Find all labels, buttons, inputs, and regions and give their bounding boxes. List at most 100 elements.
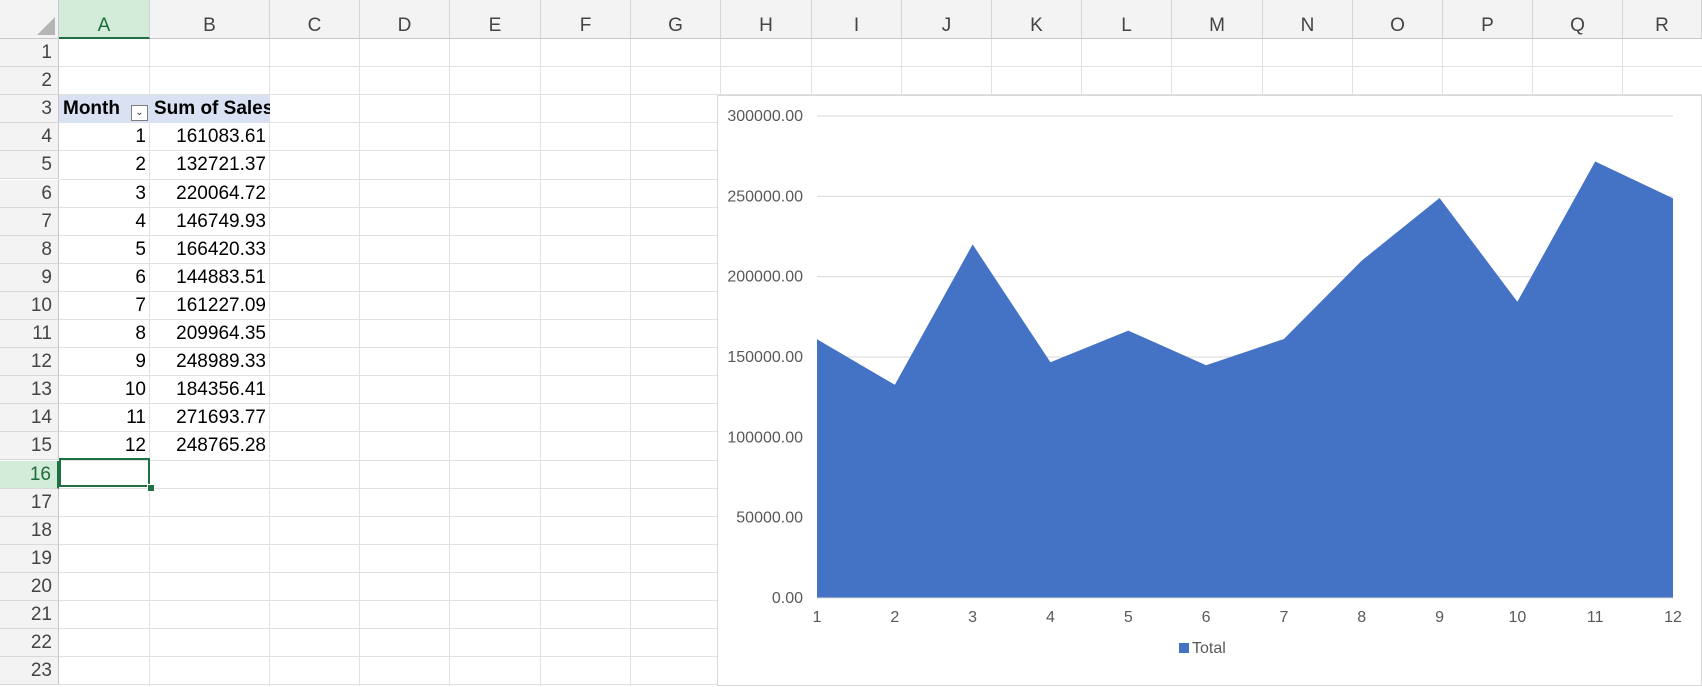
x-tick-label: 12 xyxy=(1664,609,1682,626)
row-header-3[interactable]: 3 xyxy=(0,95,59,123)
area-series-total xyxy=(817,161,1673,598)
x-tick-label: 10 xyxy=(1508,609,1526,626)
row-header-13[interactable]: 13 xyxy=(0,376,59,404)
x-tick-label: 11 xyxy=(1587,609,1604,626)
row-header-23[interactable]: 23 xyxy=(0,657,59,685)
x-tick-label: 7 xyxy=(1279,609,1288,626)
column-gridline xyxy=(540,39,541,686)
area-chart[interactable]: 0.00 50000.00 100000.00 150000.00 200000.00 2… xyxy=(717,95,1702,686)
row-header-21[interactable]: 21 xyxy=(0,601,59,629)
column-gridline xyxy=(630,39,631,686)
row-header-12[interactable]: 12 xyxy=(0,348,59,376)
column-header-j[interactable]: J xyxy=(902,0,992,39)
row-header-19[interactable]: 19 xyxy=(0,545,59,573)
row-header-5[interactable]: 5 xyxy=(0,151,59,179)
row-header-4[interactable]: 4 xyxy=(0,123,59,151)
pivot-month-cell[interactable]: 11 xyxy=(59,404,150,432)
select-all-corner[interactable] xyxy=(0,0,59,39)
column-header-p[interactable]: P xyxy=(1443,0,1533,39)
y-tick-label: 300000.00 xyxy=(727,108,803,125)
column-header-e[interactable]: E xyxy=(450,0,541,39)
pivot-sales-cell[interactable]: 220064.72 xyxy=(150,180,270,208)
row-header-11[interactable]: 11 xyxy=(0,320,59,348)
row-header-10[interactable]: 10 xyxy=(0,292,59,320)
row-header-16[interactable]: 16 xyxy=(0,461,59,489)
column-header-b[interactable]: B xyxy=(150,0,270,39)
pivot-month-cell[interactable]: 2 xyxy=(59,151,150,179)
pivot-month-cell[interactable]: 8 xyxy=(59,320,150,348)
pivot-sales-cell[interactable]: 271693.77 xyxy=(150,404,270,432)
x-tick-label: 1 xyxy=(813,609,822,626)
pivot-month-cell[interactable]: 4 xyxy=(59,208,150,236)
y-tick-label: 200000.00 xyxy=(727,269,803,286)
pivot-month-cell[interactable]: 1 xyxy=(59,123,150,151)
pivot-sales-cell[interactable]: 166420.33 xyxy=(150,236,270,264)
active-cell-A16[interactable] xyxy=(59,458,150,487)
y-tick-label: 100000.00 xyxy=(727,429,803,446)
pivot-sales-cell[interactable]: 184356.41 xyxy=(150,376,270,404)
row-header-15[interactable]: 15 xyxy=(0,432,59,460)
row-header-7[interactable]: 7 xyxy=(0,208,59,236)
column-header-q[interactable]: Q xyxy=(1533,0,1623,39)
column-header-m[interactable]: M xyxy=(1172,0,1263,39)
x-tick-label: 8 xyxy=(1357,609,1366,626)
pivot-month-cell[interactable]: 9 xyxy=(59,348,150,376)
pivot-sales-cell[interactable]: 132721.37 xyxy=(150,151,270,179)
pivot-sales-cell[interactable]: 161083.61 xyxy=(150,123,270,151)
pivot-month-cell[interactable]: 5 xyxy=(59,236,150,264)
row-header-8[interactable]: 8 xyxy=(0,236,59,264)
pivot-month-cell[interactable]: 12 xyxy=(59,432,150,460)
pivot-month-cell[interactable]: 6 xyxy=(59,264,150,292)
select-all-triangle-icon xyxy=(37,17,55,35)
pivot-sales-cell[interactable]: 209964.35 xyxy=(150,320,270,348)
pivot-sales-cell[interactable]: 146749.93 xyxy=(150,208,270,236)
legend-swatch-total xyxy=(1179,643,1189,653)
y-tick-label: 50000.00 xyxy=(736,510,803,527)
row-header-9[interactable]: 9 xyxy=(0,264,59,292)
pivot-sales-cell[interactable]: 248765.28 xyxy=(150,432,270,460)
column-header-a[interactable]: A xyxy=(59,0,150,39)
month-filter-dropdown-icon[interactable]: ⌄ xyxy=(131,105,148,121)
column-header-n[interactable]: N xyxy=(1263,0,1353,39)
column-header-d[interactable]: D xyxy=(360,0,450,39)
pivot-month-cell[interactable]: 7 xyxy=(59,292,150,320)
column-gridline xyxy=(359,39,360,686)
x-tick-label: 6 xyxy=(1202,609,1211,626)
row-gridline xyxy=(59,66,1702,67)
fill-handle[interactable] xyxy=(147,484,155,492)
x-tick-label: 5 xyxy=(1124,609,1133,626)
column-header-c[interactable]: C xyxy=(270,0,360,39)
x-tick-label: 4 xyxy=(1046,609,1055,626)
x-tick-label: 9 xyxy=(1435,609,1444,626)
column-header-h[interactable]: H xyxy=(721,0,812,39)
chart-canvas: 0.00 50000.00 100000.00 150000.00 200000.00 2… xyxy=(718,96,1702,687)
column-header-o[interactable]: O xyxy=(1353,0,1443,39)
pivot-sales-cell[interactable]: 248989.33 xyxy=(150,348,270,376)
column-header-r[interactable]: R xyxy=(1623,0,1702,39)
row-header-1[interactable]: 1 xyxy=(0,39,59,67)
column-gridline xyxy=(449,39,450,686)
y-tick-label: 250000.00 xyxy=(727,188,803,205)
legend-label-total: Total xyxy=(1192,640,1226,657)
column-header-i[interactable]: I xyxy=(812,0,902,39)
y-tick-label: 150000.00 xyxy=(727,349,803,366)
row-header-2[interactable]: 2 xyxy=(0,67,59,95)
column-header-f[interactable]: F xyxy=(541,0,631,39)
pivot-sales-cell[interactable]: 144883.51 xyxy=(150,264,270,292)
x-tick-label: 3 xyxy=(968,609,977,626)
y-tick-label: 0.00 xyxy=(772,590,803,607)
column-header-l[interactable]: L xyxy=(1082,0,1172,39)
pivot-sales-cell[interactable]: 161227.09 xyxy=(150,292,270,320)
pivot-month-cell[interactable]: 3 xyxy=(59,180,150,208)
row-header-20[interactable]: 20 xyxy=(0,573,59,601)
row-header-17[interactable]: 17 xyxy=(0,489,59,517)
row-header-18[interactable]: 18 xyxy=(0,517,59,545)
pivot-header-sum-of-sales[interactable]: Sum of Sales xyxy=(150,95,270,123)
row-header-6[interactable]: 6 xyxy=(0,180,59,208)
column-header-g[interactable]: G xyxy=(631,0,721,39)
row-header-22[interactable]: 22 xyxy=(0,629,59,657)
pivot-month-cell[interactable]: 10 xyxy=(59,376,150,404)
row-header-14[interactable]: 14 xyxy=(0,404,59,432)
column-header-k[interactable]: K xyxy=(992,0,1082,39)
